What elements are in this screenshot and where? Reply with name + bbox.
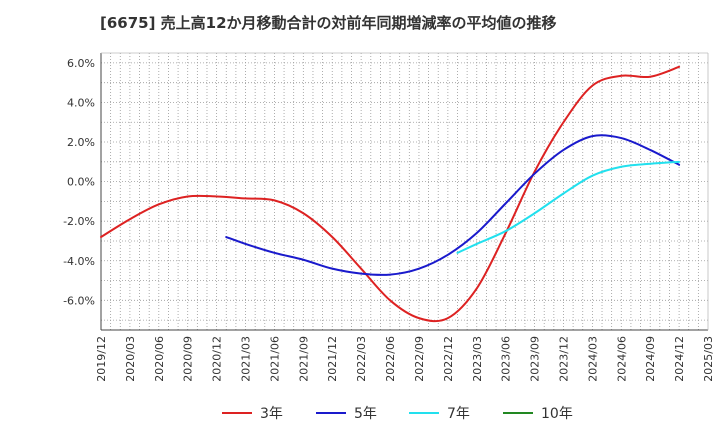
x-tick-label: 2023/03 bbox=[471, 336, 484, 382]
series-line-5y bbox=[225, 134, 681, 276]
x-tick-label: 2021/12 bbox=[326, 336, 339, 382]
chart-title: [6675] 売上高12か月移動合計の対前年同期増減率の平均値の推移 bbox=[100, 14, 557, 32]
series-line-7y bbox=[456, 160, 681, 254]
x-tick-label: 2022/03 bbox=[355, 336, 368, 382]
horizontal-gridlines bbox=[101, 62, 708, 321]
x-tick-label: 2025/03 bbox=[702, 336, 715, 382]
y-tick-label: -4.0% bbox=[63, 255, 95, 268]
legend-label: 7年 bbox=[447, 406, 470, 422]
x-tick-label: 2020/06 bbox=[153, 336, 166, 382]
series-line-3y bbox=[100, 65, 681, 323]
y-tick-label: -2.0% bbox=[63, 215, 95, 228]
x-tick-label: 2019/12 bbox=[95, 336, 108, 382]
legend-label: 3年 bbox=[260, 406, 283, 422]
x-tick-label: 2020/12 bbox=[211, 336, 224, 382]
x-tick-label: 2024/09 bbox=[644, 336, 657, 382]
x-tick-label: 2023/12 bbox=[557, 336, 570, 382]
y-tick-label: 4.0% bbox=[67, 96, 95, 109]
x-tick-label: 2021/06 bbox=[268, 336, 281, 382]
x-tick-label: 2024/03 bbox=[586, 336, 599, 382]
x-tick-label: 2022/12 bbox=[442, 336, 455, 382]
x-tick-label: 2020/09 bbox=[182, 336, 195, 382]
legend-item-3y: 3年 bbox=[222, 406, 283, 422]
x-tick-label: 2022/06 bbox=[384, 336, 397, 382]
legend-item-7y: 7年 bbox=[409, 406, 470, 422]
y-tick-label: 6.0% bbox=[67, 57, 95, 70]
x-tick-label: 2023/09 bbox=[529, 336, 542, 382]
x-tick-label: 2023/06 bbox=[500, 336, 513, 382]
x-tick-label: 2024/06 bbox=[615, 336, 628, 382]
x-tick-label: 2021/03 bbox=[240, 336, 253, 382]
x-tick-label: 2020/03 bbox=[124, 336, 137, 382]
vertical-gridlines bbox=[110, 53, 699, 330]
x-tick-label: 2024/12 bbox=[673, 336, 686, 382]
y-tick-label: -6.0% bbox=[63, 294, 95, 307]
legend-item-5y: 5年 bbox=[316, 406, 377, 422]
legend-label: 5年 bbox=[354, 406, 377, 422]
plot-area bbox=[101, 53, 708, 330]
legend-label: 10年 bbox=[541, 406, 573, 422]
legend-item-10y: 10年 bbox=[503, 406, 573, 422]
x-tick-label: 2022/09 bbox=[413, 336, 426, 382]
y-tick-label: 0.0% bbox=[67, 176, 95, 189]
x-tick-label: 2021/09 bbox=[297, 336, 310, 382]
y-tick-label: 2.0% bbox=[67, 136, 95, 149]
